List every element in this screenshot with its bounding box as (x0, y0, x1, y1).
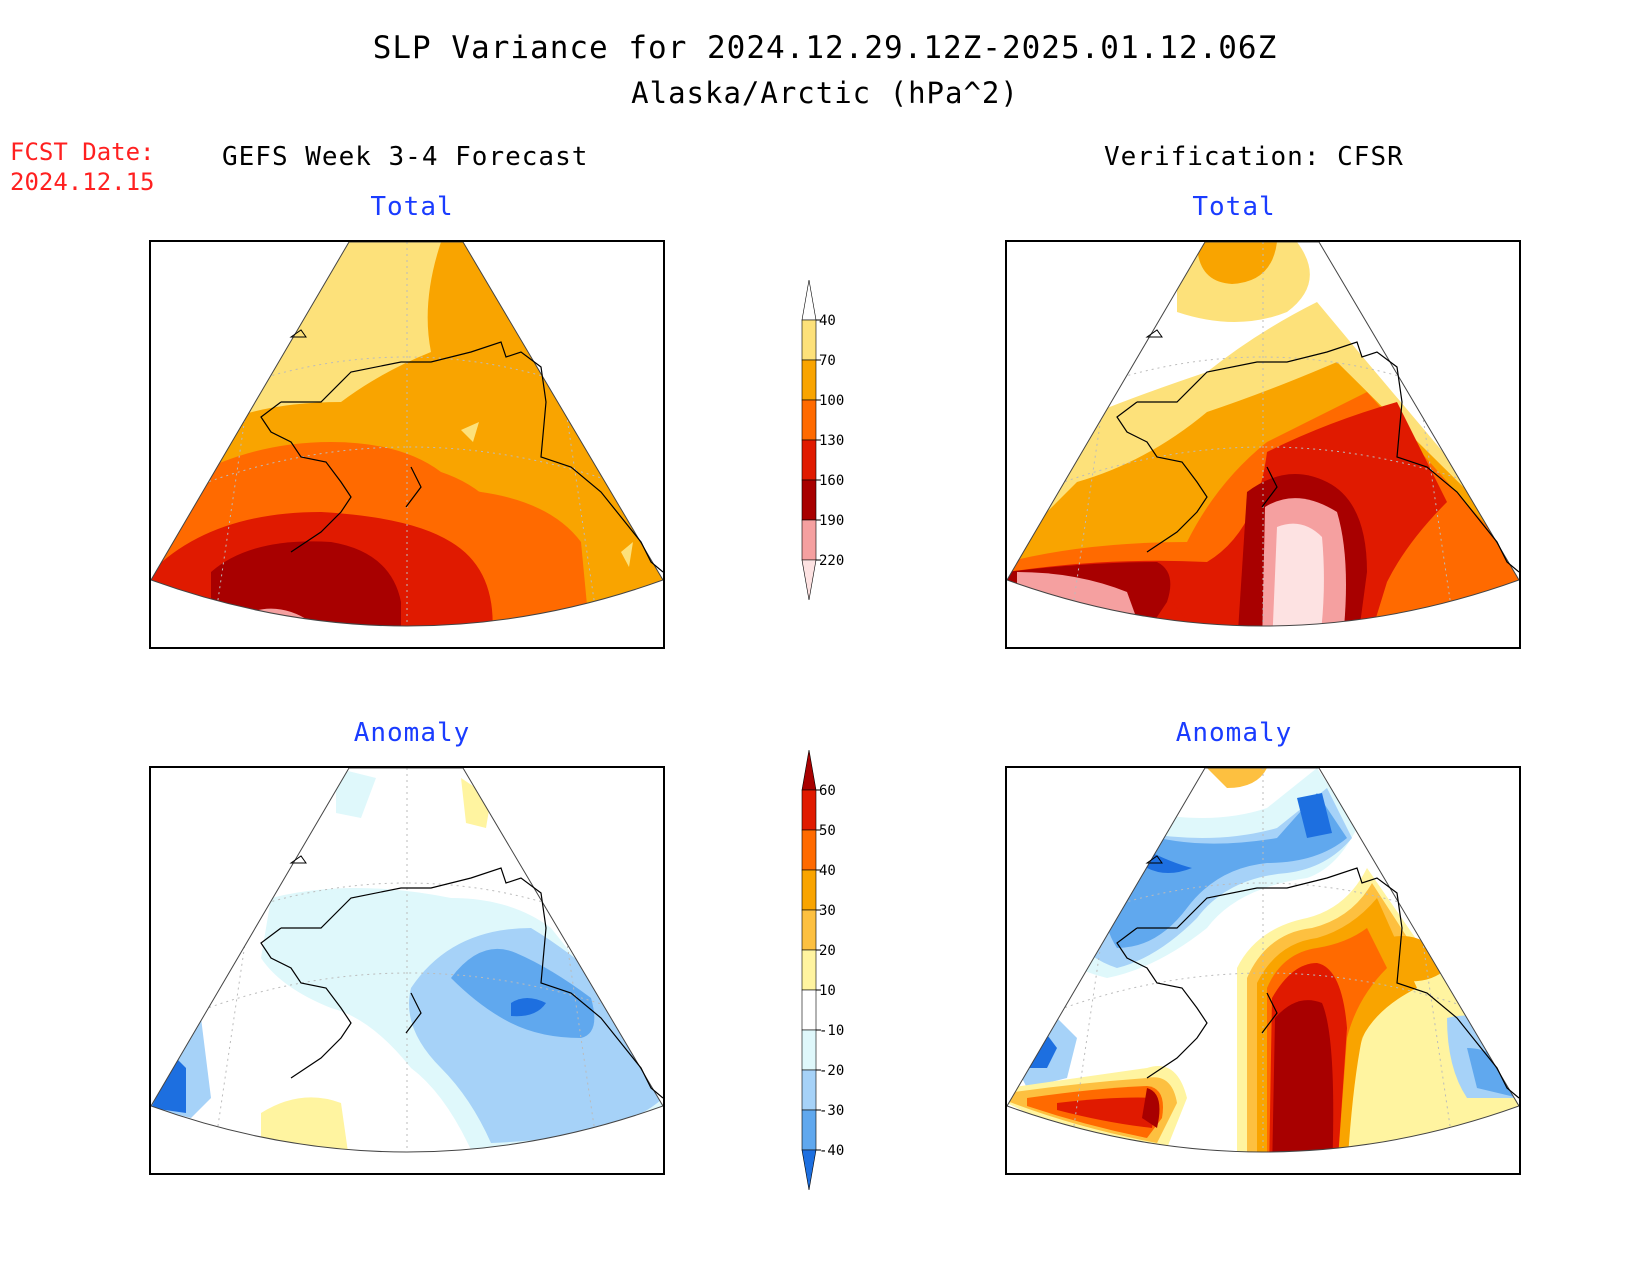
anomaly-colorbar-swatch (801, 949, 817, 991)
anomaly-colorbar-label: 60 (819, 783, 836, 799)
anomaly-colorbar-label: 30 (819, 903, 836, 919)
anomaly-colorbar-label: -30 (819, 1103, 844, 1119)
verification-total-map (1005, 240, 1521, 649)
verification-anomaly-map (1005, 766, 1521, 1175)
forecast-date-value: 2024.12.15 (10, 168, 155, 196)
anomaly-colorbar-swatch (801, 1069, 817, 1111)
forecast-total-title: Total (370, 192, 454, 222)
anomaly-colorbar-swatch (801, 1029, 817, 1071)
forecast-anomaly-map (149, 766, 665, 1175)
total-colorbar-label: 130 (819, 433, 844, 449)
total-colorbar-swatch (801, 439, 817, 481)
forecast-date-label: FCST Date: (10, 138, 155, 166)
total-colorbar-label: 100 (819, 393, 844, 409)
total-colorbar-swatch (801, 519, 817, 561)
total-colorbar-swatch (801, 559, 817, 601)
anomaly-colorbar-swatch (801, 909, 817, 951)
anomaly-colorbar-swatch (801, 829, 817, 871)
verification-anomaly-title: Anomaly (1175, 718, 1293, 748)
total-colorbar: 40 70 100 130 160 190 220 (792, 279, 872, 624)
anomaly-colorbar-label: -20 (819, 1063, 844, 1079)
anomaly-colorbar: 60 50 40 30 20 10 -10 -20 -30 -40 (792, 749, 872, 1204)
total-colorbar-swatch (801, 279, 817, 321)
total-colorbar-swatch (801, 479, 817, 521)
anomaly-colorbar-swatch (801, 789, 817, 831)
anomaly-colorbar-label: -40 (819, 1143, 844, 1159)
total-colorbar-swatch (801, 399, 817, 441)
anomaly-colorbar-label: 50 (819, 823, 836, 839)
verification-total-title: Total (1192, 192, 1276, 222)
total-colorbar-label: 220 (819, 553, 844, 569)
total-colorbar-label: 70 (819, 353, 836, 369)
anomaly-colorbar-swatch (801, 1109, 817, 1151)
total-colorbar-label: 160 (819, 473, 844, 489)
anomaly-colorbar-swatch (801, 749, 817, 791)
anomaly-colorbar-label: 40 (819, 863, 836, 879)
total-colorbar-label: 40 (819, 313, 836, 329)
anomaly-colorbar-label: -10 (819, 1023, 844, 1039)
anomaly-colorbar-swatch (801, 869, 817, 911)
total-colorbar-swatch (801, 319, 817, 361)
total-colorbar-swatch (801, 359, 817, 401)
anomaly-colorbar-label: 20 (819, 943, 836, 959)
figure-title: SLP Variance for 2024.12.29.12Z-2025.01.… (372, 30, 1278, 66)
total-colorbar-label: 190 (819, 513, 844, 529)
anomaly-colorbar-label: 10 (819, 983, 836, 999)
anomaly-colorbar-swatch (801, 989, 817, 1031)
figure-subtitle: Alaska/Arctic (hPa^2) (631, 76, 1019, 110)
forecast-anomaly-title: Anomaly (353, 718, 471, 748)
verification-column-heading: Verification: CFSR (1104, 142, 1404, 172)
forecast-column-heading: GEFS Week 3-4 Forecast (222, 142, 589, 172)
forecast-total-map (149, 240, 665, 649)
anomaly-colorbar-swatch (801, 1149, 817, 1191)
